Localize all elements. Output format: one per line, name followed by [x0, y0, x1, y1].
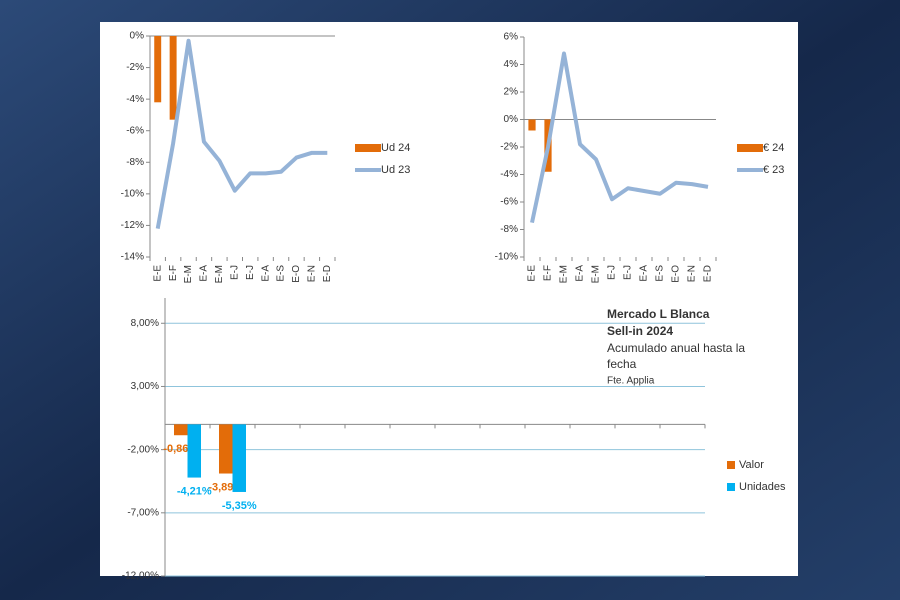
x-tick-label: E-E [527, 265, 538, 282]
chart-subtitle: Sell-in 2024 [607, 324, 673, 338]
panel [100, 22, 798, 576]
bar [232, 424, 246, 492]
x-tick-label: E-A [639, 265, 650, 282]
x-tick-label: E-N [687, 265, 698, 282]
y-tick-label: -6% [500, 197, 518, 208]
x-tick-label: E-S [276, 265, 287, 282]
legend-label: Unidades [739, 481, 786, 493]
y-tick-label: 8,00% [131, 318, 159, 329]
y-tick-label: -2% [126, 62, 144, 73]
x-tick-label: E-A [575, 265, 586, 282]
y-tick-label: 0% [130, 31, 145, 42]
x-tick-label: E-N [307, 265, 318, 282]
y-tick-label: -8% [500, 224, 518, 235]
x-tick-label: E-M [591, 265, 602, 283]
x-tick-label: E-E [152, 265, 163, 282]
x-tick-label: E-A [260, 265, 271, 282]
y-tick-label: 6% [504, 32, 519, 43]
line [530, 51, 709, 224]
y-tick-label: -4% [500, 169, 518, 180]
data-label: -4,21% [177, 485, 212, 497]
line [155, 38, 328, 229]
x-tick-label: E-M [183, 265, 194, 283]
annotation: Fte. Applia [607, 376, 655, 387]
y-tick-label: -10% [121, 188, 144, 199]
bar [174, 424, 188, 436]
legend-swatch [727, 461, 735, 469]
x-tick-label: E-J [245, 265, 256, 280]
y-tick-label: -2% [500, 142, 518, 153]
x-tick-label: E-M [214, 265, 225, 283]
y-tick-label: -2,00% [127, 444, 159, 455]
y-tick-label: 4% [504, 59, 519, 70]
x-tick-label: E-J [607, 265, 618, 280]
x-tick-label: E-F [168, 265, 179, 281]
bar [187, 424, 201, 478]
y-tick-label: -6% [126, 125, 144, 136]
x-tick-label: E-F [543, 265, 554, 281]
y-tick-label: -7,00% [127, 507, 159, 518]
x-tick-label: E-A [199, 265, 210, 282]
bar [528, 119, 536, 131]
y-tick-label: 0% [504, 114, 519, 125]
x-tick-label: E-O [291, 265, 302, 283]
y-tick-label: 3,00% [131, 381, 159, 392]
legend-label: Ud 23 [381, 164, 410, 176]
legend-label: € 24 [763, 142, 784, 154]
y-tick-label: -10% [495, 252, 518, 263]
bar [169, 36, 177, 120]
bar [219, 424, 233, 474]
x-tick-label: E-D [322, 265, 333, 282]
x-tick-label: E-M [559, 265, 570, 283]
legend-swatch [355, 144, 381, 152]
annotation: Acumulado anual hasta la fecha [607, 341, 745, 371]
y-tick-label: -4% [126, 94, 144, 105]
x-tick-label: E-J [229, 265, 240, 280]
legend-label: € 23 [763, 164, 784, 176]
y-tick-label: -14% [121, 252, 144, 263]
y-tick-label: -12,00% [122, 571, 159, 582]
legend-label: Valor [739, 459, 764, 471]
legend-swatch [727, 483, 735, 491]
legend-swatch [737, 144, 763, 152]
bar [154, 36, 162, 103]
chart-title: Mercado L Blanca [607, 307, 710, 321]
x-tick-label: E-O [671, 265, 682, 283]
y-tick-label: -12% [121, 220, 144, 231]
x-tick-label: E-S [655, 265, 666, 282]
y-tick-label: -8% [126, 157, 144, 168]
data-label: -5,35% [222, 500, 257, 512]
x-tick-label: E-D [703, 265, 714, 282]
y-tick-label: 2% [504, 87, 519, 98]
x-tick-label: E-J [623, 265, 634, 280]
legend-label: Ud 24 [381, 142, 410, 154]
